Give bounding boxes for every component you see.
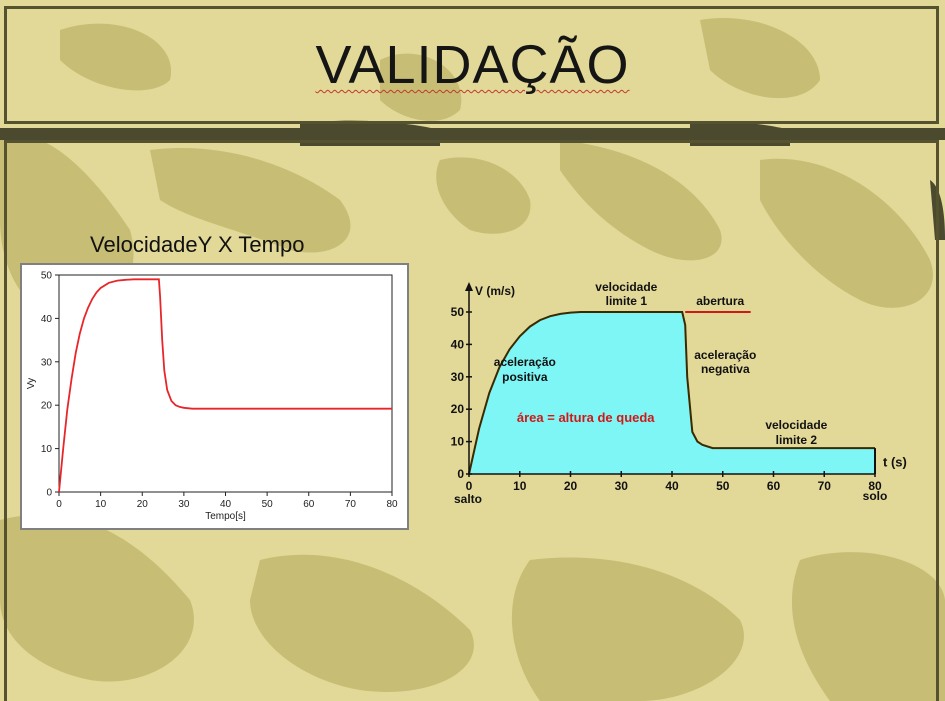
- x-tick-label: 80: [868, 479, 882, 493]
- y-tick-label: 40: [451, 337, 465, 351]
- x-tick-label: 0: [466, 479, 473, 493]
- end-label: solo: [863, 489, 888, 503]
- velocity-limit-2-label: limite 2: [776, 433, 818, 447]
- velocity-time-chart: 0 10 20 30 40 50 60 70 80 0 10 20 30 40 50 Tempo[s] Vy: [26, 271, 398, 523]
- positive-acceleration-label: positiva: [502, 370, 548, 384]
- reference-velocity-diagram: 0 10 20 30 40 50 60 70 80 0 10 20 30 40 50 V (m/s) t (s)…: [451, 280, 907, 506]
- y-tick-label: 0: [457, 467, 464, 481]
- y-tick-label: 30: [41, 357, 53, 368]
- y-tick-label: 0: [46, 488, 52, 499]
- title-panel: [4, 6, 939, 124]
- x-tick-label: 30: [615, 479, 629, 493]
- x-tick-label: 30: [178, 499, 190, 510]
- content-panel: [4, 140, 939, 701]
- velocity-curve: [468, 311, 875, 475]
- x-tick-label: 60: [303, 499, 315, 510]
- opening-label: abertura: [696, 294, 744, 308]
- area-label: área = altura de queda: [517, 410, 655, 425]
- x-tick-label: 20: [564, 479, 578, 493]
- plot-area: [58, 274, 393, 493]
- x-tick-label: 50: [716, 479, 730, 493]
- area-fill: [469, 312, 875, 474]
- x-tick-label: 50: [262, 499, 274, 510]
- x-tick-label: 60: [767, 479, 781, 493]
- x-tick-label: 80: [386, 499, 398, 510]
- start-label: salto: [454, 492, 482, 506]
- y-tick-label: 50: [41, 271, 53, 282]
- y-tick-label: 10: [41, 444, 53, 455]
- x-tick-label: 40: [665, 479, 679, 493]
- x-axis-label: Tempo[s]: [205, 511, 246, 522]
- y-axis-label: Vy: [26, 378, 37, 389]
- velocity-line: [58, 278, 392, 493]
- y-tick-label: 10: [451, 435, 465, 449]
- negative-acceleration-label: aceleração: [694, 348, 756, 362]
- left-chart-frame: 0 10 20 30 40 50 60 70 80 0 10 20 30 40 50 Tempo[s] Vy: [20, 263, 409, 530]
- y-axis-arrow: [465, 282, 473, 291]
- positive-acceleration-label: aceleração: [494, 355, 556, 369]
- velocity-limit-1-label: limite 1: [606, 294, 648, 308]
- x-tick-label: 0: [56, 499, 62, 510]
- x-axis-label: t (s): [883, 455, 907, 470]
- x-tick-label: 70: [345, 499, 357, 510]
- slide-title: VALIDAÇÃO: [315, 35, 630, 95]
- y-tick-label: 30: [451, 370, 465, 384]
- x-tick-label: 70: [818, 479, 832, 493]
- y-tick-label: 20: [451, 402, 465, 416]
- velocity-limit-2-label: velocidade: [765, 418, 827, 432]
- negative-acceleration-label: negativa: [701, 362, 750, 376]
- x-tick-label: 40: [220, 499, 232, 510]
- y-tick-label: 40: [41, 314, 53, 325]
- y-axis-label: V (m/s): [475, 284, 515, 298]
- x-tick-label: 10: [95, 499, 107, 510]
- y-tick-label: 20: [41, 401, 53, 412]
- y-tick-label: 50: [451, 305, 465, 319]
- velocity-limit-1-label: velocidade: [595, 280, 657, 294]
- x-tick-label: 10: [513, 479, 527, 493]
- left-chart-caption: VelocidadeY X Tempo: [90, 232, 305, 257]
- x-tick-label: 20: [137, 499, 149, 510]
